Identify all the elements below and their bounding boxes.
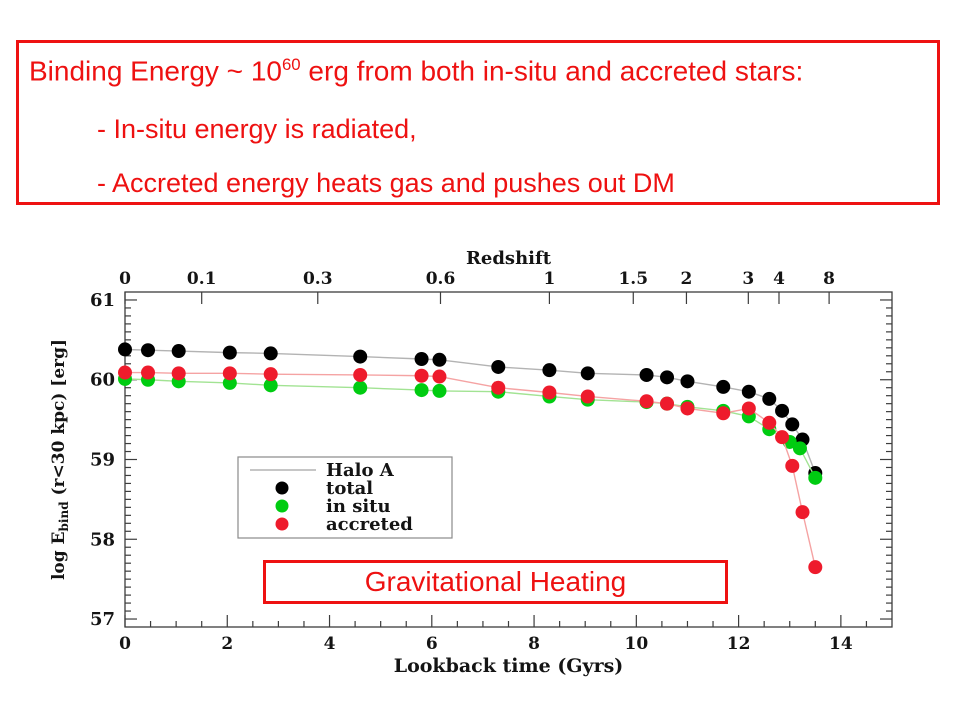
- data-point: [680, 401, 695, 416]
- data-point: [353, 349, 368, 364]
- legend-label: in situ: [326, 496, 391, 517]
- data-point: [639, 367, 654, 382]
- data-point: [580, 389, 595, 404]
- redshift-tick-label: 0.6: [426, 269, 456, 289]
- series-line: [125, 371, 816, 568]
- bullet-accreted: - Accreted energy heats gas and pushes o…: [97, 168, 675, 199]
- data-point: [141, 365, 156, 380]
- y-tick-label: 58: [90, 529, 115, 550]
- x-tick-label: 10: [624, 634, 648, 654]
- title-text-cont: erg from both in-situ and accreted stars…: [300, 55, 804, 87]
- axis-ticks: [124, 292, 892, 627]
- legend-dot-sample: [275, 517, 289, 531]
- redshift-tick-label: 1: [543, 269, 555, 289]
- data-point: [762, 415, 777, 430]
- x-tick-label: 0: [119, 634, 131, 654]
- data-point: [785, 458, 800, 473]
- data-point: [785, 417, 800, 432]
- series-total: [118, 342, 823, 481]
- data-point: [792, 441, 807, 456]
- legend-dot-sample: [275, 499, 289, 513]
- title-superscript: 60: [281, 55, 301, 74]
- series-line: [124, 378, 816, 479]
- data-point: [741, 384, 756, 399]
- redshift-tick-label: 2: [681, 269, 693, 289]
- redshift-tick-label: 8: [823, 269, 835, 289]
- title-text: Binding Energy ~ 10: [29, 55, 282, 87]
- redshift-tick-label: 1.5: [618, 269, 648, 289]
- data-point: [432, 383, 447, 398]
- redshift-tick-label: 0.1: [187, 269, 217, 289]
- data-point: [432, 369, 447, 384]
- data-point: [762, 391, 777, 406]
- data-point: [141, 343, 156, 358]
- slide-title: Binding Energy ~ 1060 erg from both in-s…: [29, 55, 937, 87]
- legend-label: Halo A: [326, 460, 395, 481]
- key-points-box: Binding Energy ~ 1060 erg from both in-s…: [16, 40, 940, 205]
- data-point: [491, 380, 506, 395]
- y-tick-label: 59: [90, 450, 115, 471]
- data-point: [222, 375, 237, 390]
- gravitational-heating-label: Gravitational Heating: [364, 566, 627, 597]
- data-point: [118, 365, 132, 380]
- data-point: [171, 344, 186, 359]
- data-point: [660, 370, 675, 385]
- top-axis-title: Redshift: [466, 248, 552, 269]
- data-point: [263, 346, 278, 361]
- data-point: [353, 380, 368, 395]
- redshift-tick-label: 0: [119, 269, 131, 289]
- x-tick-label: 6: [426, 634, 438, 654]
- data-point: [716, 379, 731, 394]
- data-point: [795, 505, 810, 520]
- data-point: [414, 383, 429, 398]
- data-point: [263, 367, 278, 382]
- data-point: [775, 403, 790, 418]
- data-point: [414, 352, 429, 366]
- x-tick-label: 2: [221, 634, 233, 654]
- data-point: [542, 363, 557, 378]
- y-axis-title: log Ebind (r<30 kpc) [erg]: [49, 339, 71, 580]
- data-point: [741, 401, 756, 416]
- gravitational-heating-box: Gravitational Heating: [263, 560, 728, 604]
- y-tick-label: 57: [90, 609, 115, 630]
- data-point: [414, 368, 429, 383]
- redshift-tick-label: 3: [742, 269, 754, 289]
- y-tick-label: 60: [90, 370, 115, 391]
- data-point: [118, 342, 132, 357]
- data-point: [171, 366, 186, 381]
- data-point: [808, 560, 823, 575]
- data-point: [639, 394, 654, 409]
- data-point: [580, 366, 595, 381]
- series-accreted: [118, 365, 823, 575]
- legend-label: accreted: [326, 514, 413, 535]
- x-tick-label: 12: [727, 634, 751, 654]
- legend-dot-sample: [275, 481, 289, 495]
- data-point: [222, 366, 237, 381]
- data-point: [716, 406, 731, 421]
- data-point: [808, 470, 823, 485]
- data-point: [432, 352, 447, 367]
- data-point: [491, 359, 506, 374]
- redshift-tick-label: 4: [773, 269, 785, 289]
- data-point: [542, 385, 557, 400]
- data-point: [263, 378, 278, 393]
- legend-label: total: [326, 478, 373, 499]
- x-axis-title: Lookback time (Gyrs): [394, 655, 624, 677]
- data-point: [680, 374, 695, 389]
- data-point: [660, 396, 675, 411]
- y-tick-label: 61: [90, 290, 115, 311]
- data-point: [353, 367, 368, 382]
- redshift-tick-label: 0.3: [303, 269, 333, 289]
- x-tick-label: 8: [528, 634, 540, 654]
- bullet-insitu: - In-situ energy is radiated,: [97, 114, 417, 145]
- x-tick-label: 14: [829, 634, 853, 654]
- data-point: [222, 345, 237, 360]
- data-point: [775, 430, 790, 445]
- x-tick-label: 4: [324, 634, 336, 654]
